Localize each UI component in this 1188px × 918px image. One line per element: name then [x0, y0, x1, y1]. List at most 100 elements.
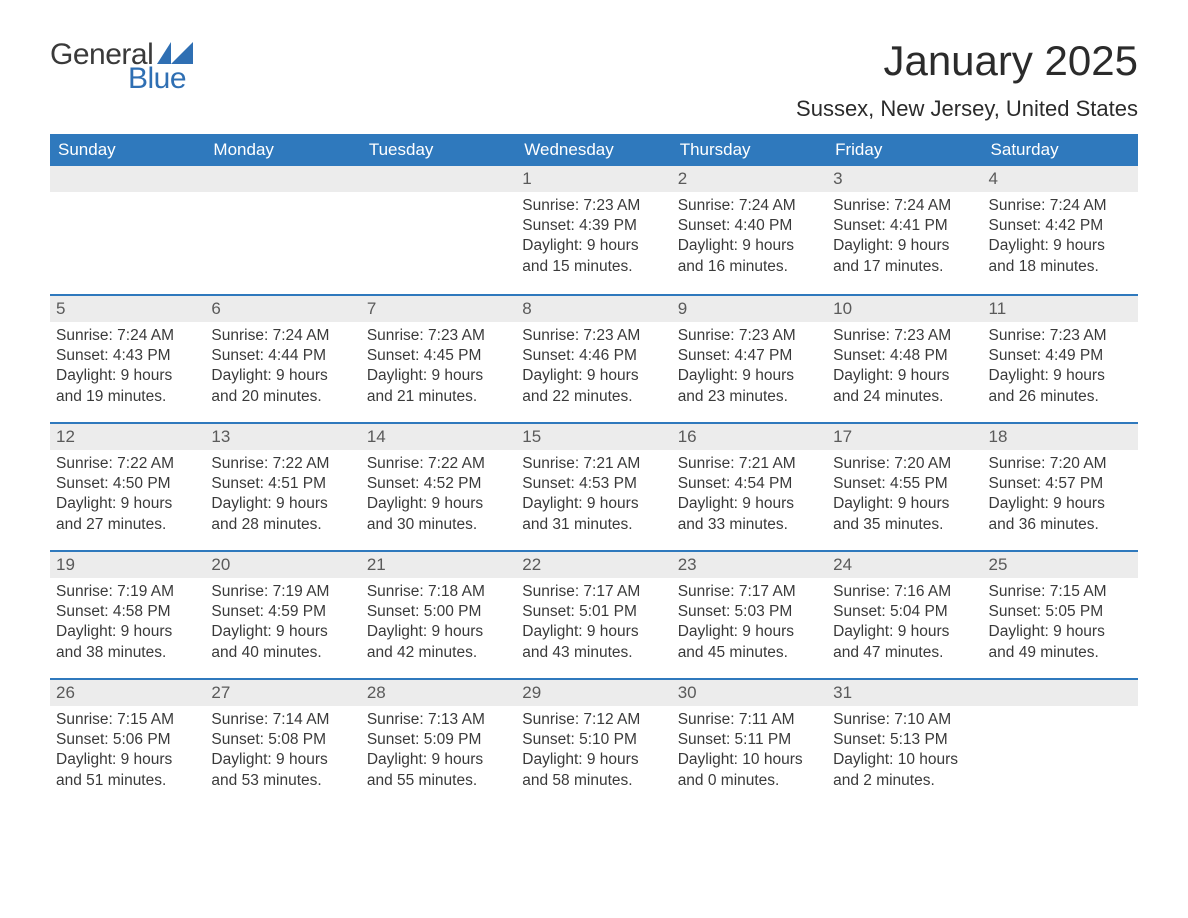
- flag-icon: [157, 42, 193, 64]
- calendar-cell: [983, 680, 1138, 806]
- dl2-text: and 36 minutes.: [989, 515, 1130, 535]
- dl1-text: Daylight: 9 hours: [522, 366, 663, 386]
- dl2-text: and 30 minutes.: [367, 515, 508, 535]
- dl2-text: and 51 minutes.: [56, 771, 197, 791]
- calendar-cell: 22Sunrise: 7:17 AMSunset: 5:01 PMDayligh…: [516, 552, 671, 678]
- calendar-cell: 30Sunrise: 7:11 AMSunset: 5:11 PMDayligh…: [672, 680, 827, 806]
- sunrise-text: Sunrise: 7:22 AM: [211, 454, 352, 474]
- logo-text-blue: Blue: [128, 64, 193, 94]
- day-number: 29: [516, 680, 671, 706]
- dl1-text: Daylight: 9 hours: [833, 236, 974, 256]
- dl2-text: and 42 minutes.: [367, 643, 508, 663]
- location: Sussex, New Jersey, United States: [796, 96, 1138, 122]
- sunset-text: Sunset: 5:08 PM: [211, 730, 352, 750]
- sunrise-text: Sunrise: 7:15 AM: [56, 710, 197, 730]
- day-number: 8: [516, 296, 671, 322]
- day-number: 25: [983, 552, 1138, 578]
- dl2-text: and 24 minutes.: [833, 387, 974, 407]
- header: General Blue January 2025 Sussex, New Je…: [50, 40, 1138, 122]
- sunset-text: Sunset: 4:42 PM: [989, 216, 1130, 236]
- day-number: 1: [516, 166, 671, 192]
- week-row: 5Sunrise: 7:24 AMSunset: 4:43 PMDaylight…: [50, 294, 1138, 422]
- day-number: 5: [50, 296, 205, 322]
- sunrise-text: Sunrise: 7:13 AM: [367, 710, 508, 730]
- sunrise-text: Sunrise: 7:18 AM: [367, 582, 508, 602]
- calendar-cell: [50, 166, 205, 294]
- sunrise-text: Sunrise: 7:23 AM: [367, 326, 508, 346]
- sunset-text: Sunset: 4:44 PM: [211, 346, 352, 366]
- day-number: 19: [50, 552, 205, 578]
- day-number: 10: [827, 296, 982, 322]
- dl1-text: Daylight: 9 hours: [56, 622, 197, 642]
- calendar-cell: 29Sunrise: 7:12 AMSunset: 5:10 PMDayligh…: [516, 680, 671, 806]
- dl2-text: and 23 minutes.: [678, 387, 819, 407]
- sunrise-text: Sunrise: 7:24 AM: [56, 326, 197, 346]
- sunrise-text: Sunrise: 7:24 AM: [678, 196, 819, 216]
- dl1-text: Daylight: 9 hours: [833, 622, 974, 642]
- sunset-text: Sunset: 5:04 PM: [833, 602, 974, 622]
- day-number: 31: [827, 680, 982, 706]
- sunrise-text: Sunrise: 7:22 AM: [56, 454, 197, 474]
- sunset-text: Sunset: 5:03 PM: [678, 602, 819, 622]
- sunset-text: Sunset: 4:50 PM: [56, 474, 197, 494]
- day-number: 3: [827, 166, 982, 192]
- calendar-cell: 26Sunrise: 7:15 AMSunset: 5:06 PMDayligh…: [50, 680, 205, 806]
- calendar-cell: 24Sunrise: 7:16 AMSunset: 5:04 PMDayligh…: [827, 552, 982, 678]
- dl1-text: Daylight: 9 hours: [833, 366, 974, 386]
- calendar-cell: [361, 166, 516, 294]
- dl2-text: and 19 minutes.: [56, 387, 197, 407]
- day-number: [205, 166, 360, 192]
- calendar-cell: 6Sunrise: 7:24 AMSunset: 4:44 PMDaylight…: [205, 296, 360, 422]
- day-number: 11: [983, 296, 1138, 322]
- calendar-cell: 8 Sunrise: 7:23 AMSunset: 4:46 PMDaylight…: [516, 296, 671, 422]
- sunset-text: Sunset: 4:47 PM: [678, 346, 819, 366]
- calendar-cell: 16Sunrise: 7:21 AMSunset: 4:54 PMDayligh…: [672, 424, 827, 550]
- calendar-cell: 17Sunrise: 7:20 AMSunset: 4:55 PMDayligh…: [827, 424, 982, 550]
- week-row: 1Sunrise: 7:23 AMSunset: 4:39 PMDaylight…: [50, 166, 1138, 294]
- calendar-cell: [205, 166, 360, 294]
- sunset-text: Sunset: 4:55 PM: [833, 474, 974, 494]
- dl1-text: Daylight: 9 hours: [678, 622, 819, 642]
- sunrise-text: Sunrise: 7:22 AM: [367, 454, 508, 474]
- dl1-text: Daylight: 9 hours: [211, 622, 352, 642]
- dl1-text: Daylight: 9 hours: [833, 494, 974, 514]
- logo: General Blue: [50, 40, 193, 94]
- dl1-text: Daylight: 9 hours: [678, 366, 819, 386]
- dl2-text: and 35 minutes.: [833, 515, 974, 535]
- sunset-text: Sunset: 4:54 PM: [678, 474, 819, 494]
- sunrise-text: Sunrise: 7:12 AM: [522, 710, 663, 730]
- month-title: January 2025: [796, 40, 1138, 82]
- day-number: 6: [205, 296, 360, 322]
- calendar-cell: 1Sunrise: 7:23 AMSunset: 4:39 PMDaylight…: [516, 166, 671, 294]
- sunrise-text: Sunrise: 7:21 AM: [678, 454, 819, 474]
- day-number: 4: [983, 166, 1138, 192]
- week-row: 19Sunrise: 7:19 AMSunset: 4:58 PMDayligh…: [50, 550, 1138, 678]
- day-number: 15: [516, 424, 671, 450]
- day-number: 18: [983, 424, 1138, 450]
- dl1-text: Daylight: 9 hours: [678, 494, 819, 514]
- day-number: [361, 166, 516, 192]
- sunset-text: Sunset: 4:52 PM: [367, 474, 508, 494]
- sunrise-text: Sunrise: 7:23 AM: [522, 326, 663, 346]
- sunset-text: Sunset: 4:51 PM: [211, 474, 352, 494]
- dl1-text: Daylight: 9 hours: [989, 622, 1130, 642]
- dl2-text: and 33 minutes.: [678, 515, 819, 535]
- dl2-text: and 38 minutes.: [56, 643, 197, 663]
- dl1-text: Daylight: 9 hours: [211, 750, 352, 770]
- dl1-text: Daylight: 9 hours: [367, 366, 508, 386]
- sunset-text: Sunset: 4:57 PM: [989, 474, 1130, 494]
- dl1-text: Daylight: 10 hours: [833, 750, 974, 770]
- day-number: 14: [361, 424, 516, 450]
- day-number: 20: [205, 552, 360, 578]
- sunrise-text: Sunrise: 7:10 AM: [833, 710, 974, 730]
- sunrise-text: Sunrise: 7:21 AM: [522, 454, 663, 474]
- dl2-text: and 18 minutes.: [989, 257, 1130, 277]
- day-header-monday: Monday: [205, 134, 360, 166]
- calendar-cell: 20Sunrise: 7:19 AMSunset: 4:59 PMDayligh…: [205, 552, 360, 678]
- day-number: 17: [827, 424, 982, 450]
- sunset-text: Sunset: 5:00 PM: [367, 602, 508, 622]
- sunset-text: Sunset: 4:46 PM: [522, 346, 663, 366]
- dl2-text: and 0 minutes.: [678, 771, 819, 791]
- dl1-text: Daylight: 9 hours: [522, 236, 663, 256]
- calendar-cell: 13Sunrise: 7:22 AMSunset: 4:51 PMDayligh…: [205, 424, 360, 550]
